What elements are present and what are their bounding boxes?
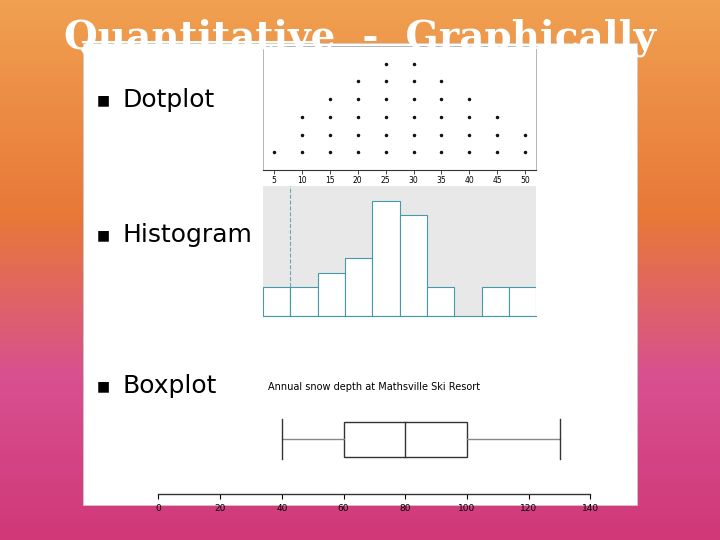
Bar xyxy=(372,201,400,316)
Bar xyxy=(263,287,290,316)
Bar xyxy=(509,287,536,316)
Title: Annual snow depth at Mathsville Ski Resort: Annual snow depth at Mathsville Ski Reso… xyxy=(269,382,480,392)
Text: Dotplot: Dotplot xyxy=(122,88,215,112)
Text: ■: ■ xyxy=(97,93,110,107)
Text: Quantitative  -  Graphically: Quantitative - Graphically xyxy=(64,19,656,57)
Bar xyxy=(318,273,345,316)
Bar xyxy=(345,258,372,316)
Text: Boxplot: Boxplot xyxy=(122,374,217,398)
Text: ■: ■ xyxy=(97,228,110,242)
Bar xyxy=(400,215,427,316)
Bar xyxy=(343,422,467,457)
Bar xyxy=(482,287,509,316)
Text: Histogram: Histogram xyxy=(122,223,252,247)
Bar xyxy=(427,287,454,316)
Text: ■: ■ xyxy=(97,379,110,393)
Bar xyxy=(290,287,318,316)
